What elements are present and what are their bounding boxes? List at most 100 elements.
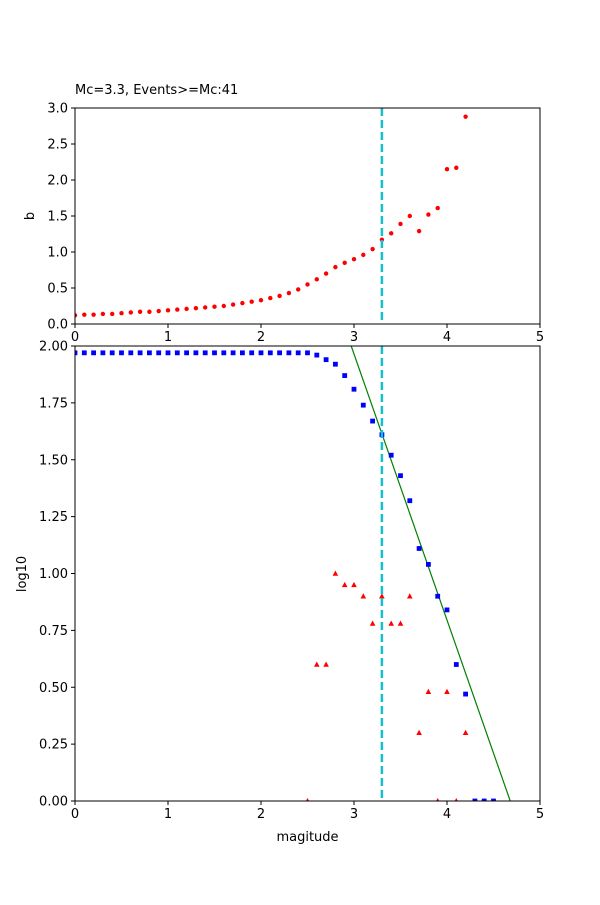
top-series-0-point xyxy=(370,246,375,252)
bottom-series-0-point xyxy=(351,386,357,392)
bottom-series-0-point xyxy=(100,350,106,356)
top-series-0-point xyxy=(100,311,106,317)
bottom-series-0-point xyxy=(221,350,227,356)
bottom-y-tick-label: 1.00 xyxy=(39,567,68,582)
bottom-series-0-point xyxy=(398,473,403,479)
bottom-series-0-point xyxy=(258,350,264,356)
top-series-0-point xyxy=(75,313,78,318)
bottom-series-0-point xyxy=(193,350,199,356)
top-x-tick-label: 3 xyxy=(350,330,358,345)
top-series-0-point xyxy=(463,114,468,119)
top-plot-area xyxy=(75,114,468,318)
top-series-0-point xyxy=(147,309,152,314)
bottom-y-tick-label: 0.25 xyxy=(39,738,68,753)
top-series-0-point xyxy=(156,308,161,314)
top-series-0-point xyxy=(184,306,189,312)
bottom-series-0-point xyxy=(295,350,301,356)
top-series-0-point xyxy=(258,298,264,303)
bottom-series-0-point xyxy=(277,350,282,356)
top-series-0-point xyxy=(426,212,431,217)
top-series-0-point xyxy=(175,307,180,312)
bottom-series-1-point xyxy=(305,798,310,801)
bottom-series-1-point xyxy=(397,620,404,626)
bottom-y-tick-label: 2.00 xyxy=(39,340,68,355)
bottom-series-0-point xyxy=(323,357,329,363)
bottom-series-0-point xyxy=(305,350,310,356)
bottom-series-0-point xyxy=(472,798,478,801)
bottom-x-tick-label: 5 xyxy=(536,807,544,822)
bottom-x-tick-label: 1 xyxy=(164,807,172,822)
bottom-y-tick-label: 1.25 xyxy=(39,510,68,525)
bottom-series-1-point xyxy=(323,661,329,667)
top-series-0-point xyxy=(398,221,403,227)
frequency-magnitude-panel: log10 magitude 0 1 2 3 4 5 0.00 0.25 0.50 0.75 1.0… xyxy=(15,340,544,846)
top-y-tick-label: 3.0 xyxy=(47,102,68,117)
bottom-series-0-point xyxy=(240,350,245,356)
bottom-series-0-point xyxy=(435,593,441,599)
b-value-panel: Mc=3.3, Events>=Mc:41 b 0 1 2 3 4 5 0.0 0.5 1.0 1… xyxy=(23,83,544,345)
bottom-series-1-point xyxy=(407,593,413,599)
top-series-0-point xyxy=(389,231,394,236)
top-series-0-point xyxy=(91,312,96,317)
bottom-y-tick-label: 0.75 xyxy=(39,624,68,639)
top-x-tick-label: 5 xyxy=(536,330,544,345)
top-series-0-point xyxy=(268,295,273,301)
bottom-series-0-point xyxy=(491,798,496,801)
bottom-series-0-point xyxy=(75,350,78,356)
top-series-0-point xyxy=(230,302,236,307)
bottom-y-axis-label: log10 xyxy=(15,556,30,592)
bottom-x-tick-label: 4 xyxy=(443,807,451,822)
top-axes-frame xyxy=(74,107,541,325)
top-series-0-point xyxy=(296,287,301,292)
top-series-0-point xyxy=(128,310,133,315)
top-series-0-point xyxy=(286,290,292,296)
top-chart-title: Mc=3.3, Events>=Mc:41 xyxy=(75,83,238,98)
top-series-0-point xyxy=(407,213,412,219)
bottom-series-1-point xyxy=(388,620,394,626)
bottom-series-0-point xyxy=(286,350,292,356)
top-series-0-point xyxy=(82,312,87,317)
bottom-x-axis-label: magitude xyxy=(276,830,338,845)
top-x-tick-label: 1 xyxy=(164,330,172,345)
bottom-x-tick-label: 2 xyxy=(257,807,265,822)
top-series-0-point xyxy=(351,257,357,262)
bottom-series-0-point xyxy=(202,350,208,356)
top-y-tick-label: 1.0 xyxy=(47,246,68,261)
bottom-axes-frame xyxy=(74,345,541,802)
top-series-0-point xyxy=(165,308,171,313)
bottom-series-0-point xyxy=(416,546,422,551)
bottom-series-0-point xyxy=(91,350,96,356)
top-series-0-point xyxy=(221,303,226,309)
bottom-series-1-point xyxy=(436,798,440,801)
bottom-series-0-point xyxy=(342,373,348,378)
top-series-0-point xyxy=(454,165,459,170)
bottom-series-0-point xyxy=(249,350,255,356)
top-series-0-point xyxy=(137,309,143,314)
top-series-0-point xyxy=(435,205,440,211)
bottom-series-1-point xyxy=(332,570,339,576)
bottom-series-0-point xyxy=(360,402,366,408)
bottom-series-1-point xyxy=(454,798,458,801)
top-y-tick-label: 2.5 xyxy=(47,138,68,153)
top-series-0-point xyxy=(305,282,310,287)
bottom-series-0-point xyxy=(165,350,171,356)
bottom-series-1-point xyxy=(314,661,320,667)
bottom-series-0-point xyxy=(147,350,152,356)
bottom-series-0-point xyxy=(314,352,320,358)
bottom-series-1-point xyxy=(425,688,432,694)
top-y-tick-label: 0.5 xyxy=(47,282,68,297)
top-x-tick-label: 2 xyxy=(257,330,265,345)
top-series-0-point xyxy=(203,305,208,310)
top-y-tick-label: 0.0 xyxy=(47,318,68,333)
top-series-0-point xyxy=(342,260,347,265)
bottom-y-tick-label: 0.00 xyxy=(39,795,68,810)
bottom-plot-area xyxy=(75,346,511,801)
top-series-0-point xyxy=(444,167,450,172)
top-series-0-point xyxy=(361,252,366,258)
bottom-series-0-point xyxy=(388,452,394,458)
bottom-series-1-point xyxy=(416,729,422,735)
bottom-series-1-point xyxy=(351,581,357,588)
top-y-axis-label: b xyxy=(23,212,38,220)
top-series-0-point xyxy=(323,271,329,276)
